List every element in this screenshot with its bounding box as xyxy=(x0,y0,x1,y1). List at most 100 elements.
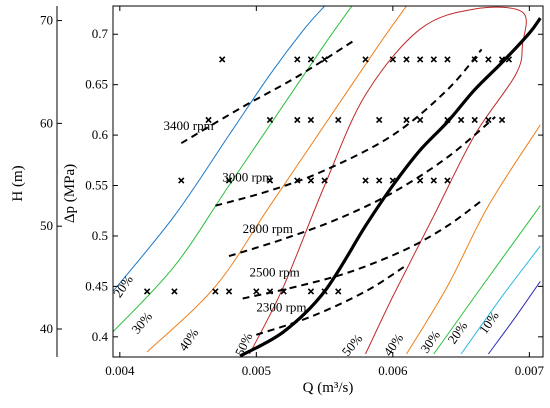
dp-tick-label: 0.45 xyxy=(85,278,108,293)
efficiency-label: 50% xyxy=(339,331,366,359)
measured-point xyxy=(266,288,274,295)
efficiency-contour-10pct-7 xyxy=(487,281,541,355)
speed-curves xyxy=(180,38,496,336)
dp-tick-label: 0.5 xyxy=(92,228,108,243)
measured-point xyxy=(416,116,424,124)
measured-point xyxy=(321,288,328,295)
dp-tick-label: 0.4 xyxy=(92,329,109,344)
efficiency-label: 30% xyxy=(417,327,443,355)
measured-point xyxy=(505,56,513,63)
speed-curve-3400-rpm xyxy=(180,38,357,145)
measured-point xyxy=(335,116,342,124)
speed-curve-3000-rpm xyxy=(215,48,483,207)
efficiency-contour-20pct-0 xyxy=(113,6,325,292)
measured-point xyxy=(219,56,226,63)
h-tick-label: 50 xyxy=(40,218,53,233)
measured-point xyxy=(485,56,492,63)
measured-point xyxy=(444,56,451,63)
measured-point xyxy=(471,56,478,63)
measured-point xyxy=(362,56,369,63)
measured-point xyxy=(280,288,287,295)
measured-point xyxy=(225,177,233,184)
measured-point xyxy=(416,177,424,184)
measured-point xyxy=(307,116,315,124)
measured-point xyxy=(171,288,178,295)
measured-point xyxy=(294,116,301,124)
efficiency-contour-20pct-6 xyxy=(460,245,541,355)
measured-point xyxy=(294,56,301,63)
measured-point xyxy=(178,177,185,184)
speed-label: 3400 rpm xyxy=(164,118,214,133)
measured-point xyxy=(212,288,219,295)
speed-curve-2800-rpm xyxy=(228,116,496,258)
measured-point xyxy=(416,56,424,63)
measured-point xyxy=(403,56,410,63)
best-efficiency-line-group xyxy=(239,17,542,357)
measured-point xyxy=(471,116,478,124)
measured-points xyxy=(143,56,513,295)
measured-point xyxy=(389,177,397,184)
measured-point xyxy=(266,177,274,184)
best-efficiency-line xyxy=(239,17,542,357)
efficiency-contour-30pct-5 xyxy=(433,205,541,355)
measured-point xyxy=(143,288,151,295)
x-axis-title: Q (m³/s) xyxy=(303,380,354,396)
efficiency-contour-40pct-4 xyxy=(406,124,541,355)
chart-annotations: 3400 rpm 3000 rpm 2800 rpm 2500 rpm 2300 rpm… xyxy=(110,118,502,359)
dp-axis-title: Δp (MPa) xyxy=(62,164,78,223)
dp-tick-label: 0.55 xyxy=(85,178,108,193)
x-tick-label: 0.007 xyxy=(515,363,545,378)
measured-point xyxy=(376,177,383,184)
speed-label: 3000 rpm xyxy=(222,170,272,185)
speed-curve-2300-rpm xyxy=(255,264,408,336)
measured-point xyxy=(444,177,451,184)
measured-point xyxy=(253,288,260,295)
speed-label: 2800 rpm xyxy=(243,221,293,236)
speed-curve-2500-rpm xyxy=(242,199,483,300)
measured-point xyxy=(205,116,212,124)
x-tick-label: 0.006 xyxy=(378,363,408,378)
measured-point xyxy=(389,56,397,63)
plot-frame xyxy=(112,5,544,358)
measured-point xyxy=(307,288,315,295)
efficiency-contour-40pct-2 xyxy=(146,6,407,353)
h-tick-label: 60 xyxy=(40,115,53,130)
measured-point xyxy=(321,56,328,63)
x-tick-label: 0.005 xyxy=(242,363,271,378)
speed-label: 2500 rpm xyxy=(250,264,300,279)
x-axis-ticks: 0.004 0.005 0.006 0.007 xyxy=(105,6,544,378)
measured-point xyxy=(403,116,410,124)
efficiency-label: 50% xyxy=(232,330,256,358)
measured-point xyxy=(430,177,437,184)
efficiency-contours xyxy=(113,6,541,355)
measured-point xyxy=(498,116,506,124)
measured-point xyxy=(321,177,328,184)
measured-point xyxy=(376,116,383,124)
dp-tick-label: 0.7 xyxy=(92,26,109,41)
dp-tick-label: 0.65 xyxy=(85,77,108,92)
dp-tick-label: 0.6 xyxy=(92,127,109,142)
measured-point xyxy=(498,56,506,63)
measured-point xyxy=(444,116,451,124)
efficiency-label: 40% xyxy=(176,325,202,353)
measured-point xyxy=(362,177,369,184)
x-tick-label: 0.004 xyxy=(105,363,135,378)
measured-point xyxy=(307,56,315,63)
dp-axis-ticks: 0.4 0.45 0.5 0.55 0.6 0.65 0.7 xyxy=(85,26,543,344)
measured-point xyxy=(225,288,233,295)
h-axis-ticks: 40 50 60 70 xyxy=(40,13,62,336)
h-tick-label: 40 xyxy=(40,321,53,336)
efficiency-contour-50pct-3 xyxy=(249,6,527,355)
h-axis-title: H (m) xyxy=(10,165,26,201)
efficiency-label: 20% xyxy=(444,318,470,346)
speed-label: 2300 rpm xyxy=(256,300,306,315)
efficiency-contour-30pct-1 xyxy=(113,6,353,333)
measured-point xyxy=(266,116,274,124)
measured-point xyxy=(335,288,342,295)
efficiency-label: 10% xyxy=(476,308,502,336)
measured-point xyxy=(430,56,437,63)
measured-point xyxy=(457,116,465,124)
h-tick-label: 70 xyxy=(40,13,53,28)
measured-point xyxy=(294,177,301,184)
